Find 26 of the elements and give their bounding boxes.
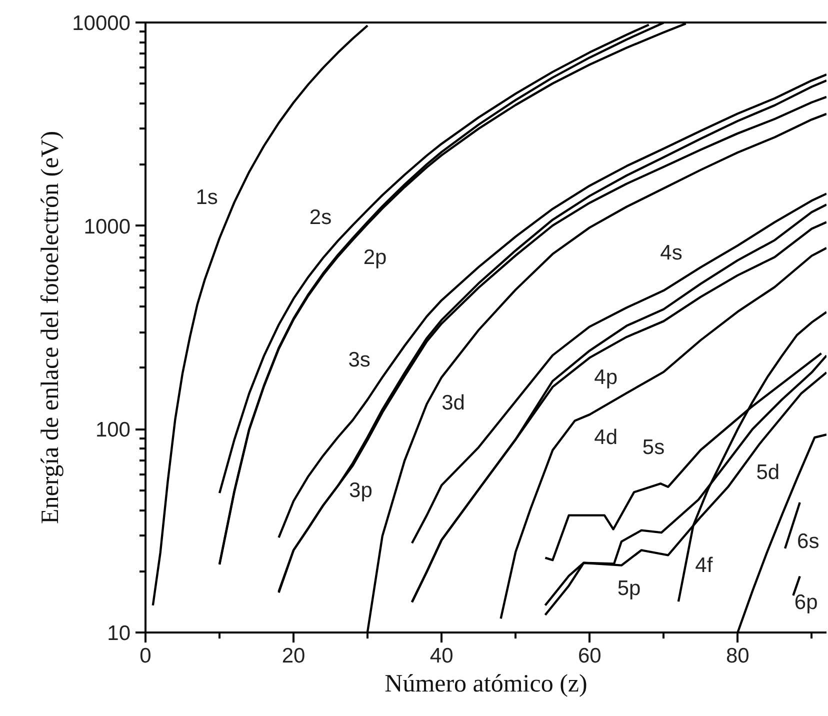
annotation: 3p [349, 478, 372, 502]
annotation: 4s [660, 242, 682, 265]
annotation: 5s [642, 436, 665, 460]
annotation: 4d [594, 426, 618, 449]
x-tick-label: 60 [578, 644, 602, 668]
annotation: 3s [348, 348, 370, 372]
annotation: 4p [594, 366, 618, 390]
y-tick-label: 100 [95, 418, 131, 442]
annotation: 4f [695, 554, 713, 577]
annotation: 1s [196, 186, 218, 210]
annotation: 6p [794, 591, 818, 614]
annotation: 2p [363, 246, 387, 269]
annotation: 5d [756, 461, 780, 484]
y-tick-label: 1000 [84, 215, 130, 238]
y-tick-label: 10000 [72, 12, 131, 35]
annotation: 6s [797, 530, 820, 554]
x-tick-label: 80 [726, 644, 750, 668]
y-axis-title: Energía de enlace del fotoelectrón (eV) [37, 130, 64, 524]
y-tick-label: 10 [107, 622, 130, 645]
annotation: 3d [442, 392, 465, 415]
annotation: 2s [309, 206, 332, 230]
x-tick-label: 20 [282, 644, 306, 668]
annotation: 5p [617, 577, 641, 600]
x-axis-title: Número atómico (z) [384, 670, 588, 698]
x-tick-label: 40 [430, 644, 454, 668]
x-tick-label: 0 [140, 644, 152, 668]
